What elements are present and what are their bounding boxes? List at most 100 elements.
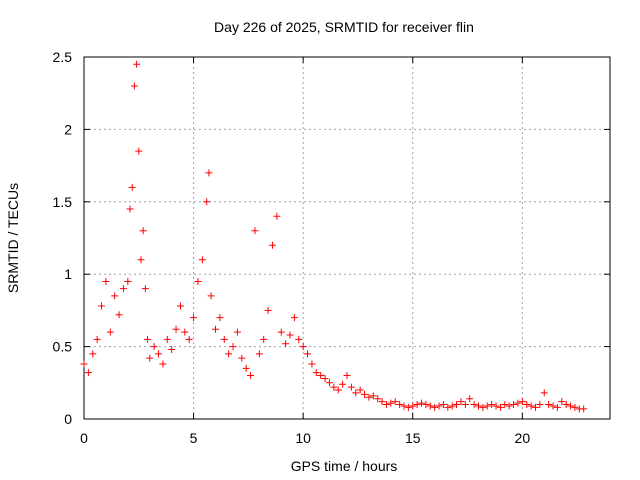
plot-frame <box>83 56 611 420</box>
data-point <box>286 331 294 339</box>
data-point <box>251 227 259 235</box>
data-point <box>106 328 114 336</box>
data-point <box>523 401 531 409</box>
data-point <box>439 401 447 409</box>
data-point <box>356 386 364 394</box>
data-point <box>536 401 544 409</box>
data-point <box>290 314 298 322</box>
data-point <box>312 369 320 377</box>
data-point <box>80 360 88 368</box>
data-point <box>378 398 386 406</box>
data-point <box>374 395 382 403</box>
data-point <box>98 302 106 310</box>
data-point <box>461 401 469 409</box>
data-point <box>198 256 206 264</box>
data-point <box>84 369 92 377</box>
data-point <box>518 398 526 406</box>
data-point <box>247 372 255 380</box>
data-point <box>453 401 461 409</box>
x-tick-label: 10 <box>295 430 311 446</box>
data-point <box>282 340 290 348</box>
data-point <box>172 325 180 333</box>
data-point <box>514 399 522 407</box>
data-point <box>426 402 434 410</box>
data-point <box>339 380 347 388</box>
data-point <box>422 401 430 409</box>
data-point <box>190 314 198 322</box>
data-point <box>475 402 482 410</box>
data-point <box>119 285 127 293</box>
data-point <box>194 277 202 285</box>
data-point <box>93 335 101 343</box>
data-point <box>295 335 303 343</box>
data-point <box>396 401 404 409</box>
data-point <box>501 401 509 409</box>
data-point <box>155 350 163 358</box>
data-point <box>562 401 570 409</box>
data-point <box>146 354 154 362</box>
data-point <box>126 205 134 213</box>
x-tick-label: 15 <box>405 430 421 446</box>
data-point <box>369 392 377 400</box>
data-point <box>159 360 167 368</box>
data-point <box>205 169 213 177</box>
data-point <box>89 350 97 358</box>
chart-title: Day 226 of 2025, SRMTID for receiver fli… <box>214 19 474 35</box>
data-point <box>391 398 399 406</box>
data-point <box>488 401 496 409</box>
data-point <box>181 328 189 336</box>
data-point <box>343 372 351 380</box>
data-point <box>330 383 338 391</box>
data-point <box>212 325 219 333</box>
y-tick-label: 2.5 <box>53 49 73 65</box>
data-point <box>567 402 575 410</box>
data-point <box>409 402 417 410</box>
data-point <box>137 256 145 264</box>
data-point <box>128 183 136 191</box>
data-point <box>527 402 535 410</box>
data-point <box>299 343 307 351</box>
data-point <box>264 306 272 314</box>
data-point <box>111 292 119 300</box>
data-point <box>496 403 504 411</box>
data-point <box>233 328 241 336</box>
data-point <box>268 241 276 249</box>
x-axis: 0 5 10 15 20 <box>80 57 530 446</box>
data-point <box>144 335 152 343</box>
data-point <box>540 389 548 397</box>
data-point <box>207 292 215 300</box>
data-point <box>553 403 561 411</box>
data-point <box>334 386 342 394</box>
data-point <box>141 285 149 293</box>
data-point <box>466 395 474 403</box>
data-point <box>325 379 333 387</box>
data-point <box>102 277 110 285</box>
data-point <box>448 402 456 410</box>
data-point <box>470 401 478 409</box>
data-point <box>431 403 439 411</box>
data-point <box>352 389 360 397</box>
y-tick-label: 2 <box>64 121 72 137</box>
data-point <box>457 398 465 406</box>
y-tick-label: 1.5 <box>53 194 73 210</box>
data-point <box>308 360 316 368</box>
data-point <box>580 405 588 413</box>
y-axis-label: SRMTID / TECUs <box>5 183 21 293</box>
data-point <box>304 350 312 358</box>
data-point <box>242 364 250 372</box>
data-point <box>571 403 579 411</box>
data-point <box>435 402 443 410</box>
y-tick-label: 1 <box>64 266 72 282</box>
data-point <box>347 383 355 391</box>
data-point <box>238 354 246 362</box>
data-point <box>444 403 452 411</box>
y-tick-label: 0 <box>64 411 72 427</box>
data-point <box>418 399 426 407</box>
data-point <box>273 212 281 220</box>
data-point <box>365 393 373 401</box>
data-point <box>225 350 233 358</box>
data-point <box>176 302 184 310</box>
x-axis-label: GPS time / hours <box>291 458 398 474</box>
data-point <box>124 277 132 285</box>
y-axis: 0 0.5 1 1.5 2 2.5 <box>53 49 610 427</box>
